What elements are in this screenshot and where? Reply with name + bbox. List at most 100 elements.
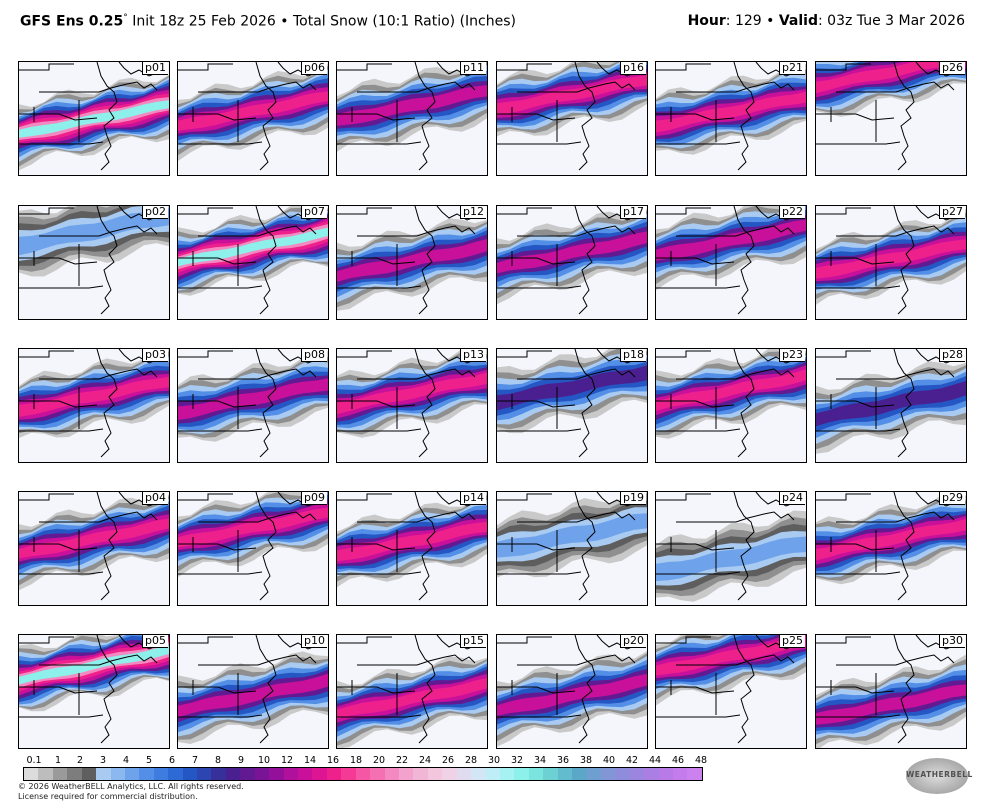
colorbar-swatch xyxy=(572,768,587,780)
bullet-separator: • xyxy=(280,13,289,30)
geographic-border xyxy=(517,656,606,666)
geographic-border xyxy=(178,400,257,408)
geographic-border xyxy=(830,100,877,142)
geographic-border xyxy=(497,428,582,432)
geographic-border xyxy=(511,530,558,572)
geographic-border xyxy=(198,656,287,666)
geographic-border xyxy=(19,686,98,694)
geographic-border xyxy=(816,493,871,501)
colorbar-swatch xyxy=(629,768,645,780)
snowfall-map xyxy=(178,492,328,605)
ensemble-member-panel: p25 xyxy=(655,634,807,749)
geographic-border xyxy=(656,571,741,575)
colorbar-swatch xyxy=(528,768,544,780)
member-label: p17 xyxy=(620,206,646,219)
colorbar-swatch xyxy=(240,768,255,780)
geographic-border xyxy=(670,673,717,715)
snowfall-map xyxy=(656,635,806,748)
geographic-border xyxy=(670,387,717,429)
colorbar-tick: 6 xyxy=(168,755,176,766)
snowfall-map xyxy=(497,349,647,462)
ensemble-member-panel: p18 xyxy=(496,348,648,463)
snowfall-map xyxy=(19,492,169,605)
geographic-border xyxy=(19,285,104,289)
snowfall-map xyxy=(816,635,966,748)
geographic-border xyxy=(39,227,128,237)
geographic-border xyxy=(96,206,118,281)
geographic-border xyxy=(337,543,416,551)
colorbar-swatch xyxy=(124,768,140,780)
ensemble-member-panel: p29 xyxy=(815,491,967,606)
geographic-border xyxy=(39,656,128,666)
geographic-border xyxy=(418,708,430,744)
geographic-border xyxy=(178,141,263,145)
member-label: p21 xyxy=(779,62,805,75)
member-label: p06 xyxy=(301,62,327,75)
geographic-border xyxy=(656,113,735,121)
geographic-border xyxy=(178,350,233,358)
snowfall-map xyxy=(337,635,487,748)
copyright-notice: © 2026 WeatherBELL Analytics, LLC. All r… xyxy=(18,782,244,802)
ensemble-member-panel: p28 xyxy=(815,348,967,463)
geographic-border xyxy=(337,714,422,718)
geographic-border xyxy=(836,370,925,380)
geographic-border xyxy=(816,428,901,432)
geographic-border xyxy=(755,62,797,77)
colorbar-swatch xyxy=(442,768,457,780)
geographic-border xyxy=(497,686,576,694)
geographic-border xyxy=(255,635,277,710)
ensemble-member-panel: p21 xyxy=(655,61,807,176)
geographic-border xyxy=(100,422,112,458)
geographic-border xyxy=(418,422,430,458)
geographic-border xyxy=(118,62,160,77)
colorbar-swatch xyxy=(153,768,169,780)
snowfall-map xyxy=(497,62,647,175)
member-label: p30 xyxy=(939,635,965,648)
geographic-border xyxy=(39,83,128,93)
snow-contour xyxy=(497,365,647,411)
geographic-border xyxy=(596,206,638,221)
geographic-border xyxy=(511,387,558,429)
geographic-border xyxy=(893,492,915,567)
snowfall-map xyxy=(656,62,806,175)
geographic-border xyxy=(517,370,606,380)
geographic-border xyxy=(178,285,263,289)
geographic-border xyxy=(755,206,797,221)
geographic-border xyxy=(604,654,636,664)
geographic-border xyxy=(436,492,478,507)
ensemble-member-panel: p19 xyxy=(496,491,648,606)
ensemble-member-panel: p13 xyxy=(336,348,488,463)
geographic-border xyxy=(737,565,749,601)
geographic-border xyxy=(497,714,582,718)
member-label: p29 xyxy=(939,492,965,505)
valid-info: Hour: 129 • Valid: 03z Tue 3 Mar 2026 xyxy=(688,13,965,29)
geographic-border xyxy=(19,493,74,501)
colorbar-tick: 5 xyxy=(145,755,153,766)
geographic-border xyxy=(198,83,287,93)
snowfall-map xyxy=(816,492,966,605)
weatherbell-logo: WEATHERBELL xyxy=(906,758,972,794)
snow-contour xyxy=(497,75,647,115)
geographic-border xyxy=(337,63,392,71)
geographic-border xyxy=(596,492,638,507)
geographic-border xyxy=(656,207,711,215)
geographic-border xyxy=(897,708,909,744)
geographic-border xyxy=(836,83,925,93)
snowfall-map xyxy=(19,349,169,462)
colorbar-tick: 24 xyxy=(418,755,432,766)
colorbar-swatch xyxy=(298,768,313,780)
colorbar-tick: 34 xyxy=(533,755,547,766)
colorbar-swatch xyxy=(644,768,659,780)
geographic-border xyxy=(436,349,478,364)
geographic-border xyxy=(893,349,915,424)
geographic-border xyxy=(830,530,877,572)
geographic-border xyxy=(836,513,925,523)
snow-contour xyxy=(656,219,806,261)
colorbar-tick: 3 xyxy=(99,755,107,766)
geographic-border xyxy=(33,100,80,142)
ensemble-member-panel: p01 xyxy=(18,61,170,176)
geographic-border xyxy=(19,400,98,408)
member-label: p23 xyxy=(779,349,805,362)
geographic-border xyxy=(733,349,755,424)
colorbar-tick: 40 xyxy=(602,755,616,766)
